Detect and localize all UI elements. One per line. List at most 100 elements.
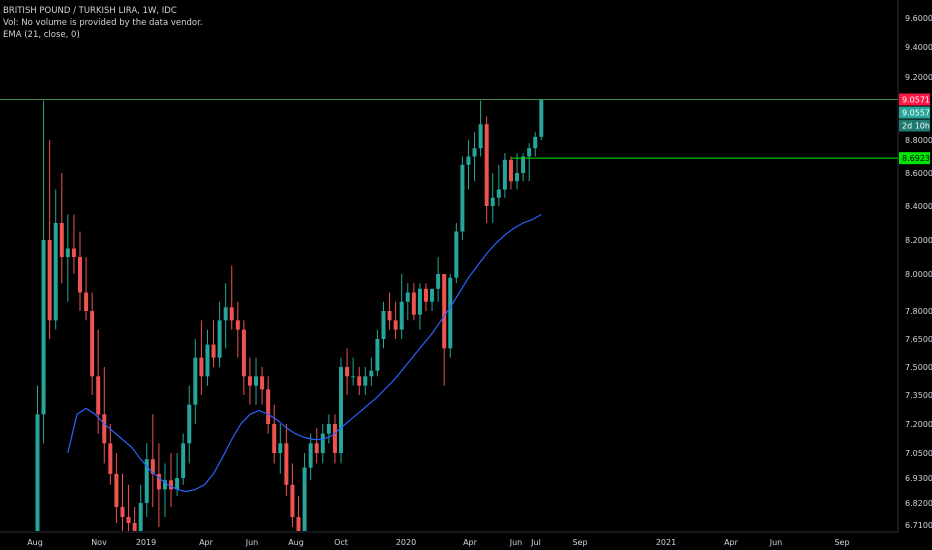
candle-body[interactable] — [508, 159, 513, 182]
candle-body[interactable] — [472, 148, 477, 157]
candle-body[interactable] — [102, 414, 107, 444]
candle-body[interactable] — [187, 404, 192, 444]
candle-body[interactable] — [363, 376, 368, 386]
candle-body[interactable] — [175, 478, 180, 490]
current-price-badge-bg — [899, 106, 930, 119]
candle-body[interactable] — [339, 367, 343, 453]
candle-body[interactable] — [387, 311, 392, 321]
candle-body[interactable] — [533, 136, 538, 149]
candle-body[interactable] — [478, 124, 483, 149]
candle-body[interactable] — [260, 376, 265, 390]
candle-body[interactable] — [375, 339, 380, 371]
candle-body[interactable] — [448, 277, 453, 349]
x-tick-label: Jun — [245, 538, 259, 547]
candle-body[interactable] — [138, 503, 143, 531]
candle-body[interactable] — [132, 523, 137, 531]
countdown-badge: 2d 10h — [902, 122, 930, 131]
candle-body[interactable] — [490, 197, 495, 206]
candle-body[interactable] — [241, 329, 246, 377]
candle-body[interactable] — [266, 389, 271, 424]
candle-body[interactable] — [181, 443, 186, 478]
candle-body[interactable] — [436, 274, 441, 289]
candle-body[interactable] — [162, 480, 167, 490]
candle-body[interactable] — [454, 231, 459, 278]
candle-body[interactable] — [65, 248, 70, 258]
candle-body[interactable] — [423, 288, 428, 302]
symbol-title[interactable]: BRITISH POUND / TURKISH LIRA, 1W, IDC — [3, 6, 177, 16]
x-tick-label: Aug — [27, 538, 43, 547]
candle-body[interactable] — [326, 424, 331, 434]
candle-body[interactable] — [515, 173, 520, 182]
candle-body[interactable] — [199, 357, 204, 377]
candle-body[interactable] — [521, 156, 526, 174]
candle-body[interactable] — [399, 301, 404, 330]
candle-body[interactable] — [332, 424, 337, 453]
candle-body[interactable] — [381, 311, 386, 339]
candle-body[interactable] — [284, 443, 289, 485]
candle-body[interactable] — [169, 480, 174, 490]
candle-body[interactable] — [156, 473, 161, 490]
candle-body[interactable] — [120, 507, 125, 517]
candle-body[interactable] — [308, 443, 313, 468]
chart-legend: BRITISH POUND / TURKISH LIRA, 1W, IDC Vo… — [3, 5, 203, 41]
candle-body[interactable] — [393, 320, 398, 330]
candle-body[interactable] — [460, 164, 465, 232]
candle-body[interactable] — [96, 376, 101, 415]
candle-body[interactable] — [71, 248, 76, 258]
candle-body[interactable] — [59, 223, 64, 257]
candle-body[interactable] — [247, 376, 252, 386]
candle-body[interactable] — [496, 189, 501, 198]
candle-body[interactable] — [527, 148, 532, 157]
y-tick-label: 9.4000 — [905, 43, 932, 52]
candle-body[interactable] — [47, 240, 52, 321]
candle-body[interactable] — [290, 484, 295, 517]
candle-body[interactable] — [77, 257, 82, 293]
candle-body[interactable] — [193, 357, 198, 405]
candle-body[interactable] — [466, 156, 471, 165]
candle-body[interactable] — [430, 288, 435, 302]
candle-body[interactable] — [235, 320, 240, 330]
y-tick-label: 8.4000 — [905, 202, 932, 211]
candle-body[interactable] — [296, 517, 301, 531]
candle-body[interactable] — [41, 240, 46, 415]
candle-body[interactable] — [223, 307, 228, 321]
candle-body[interactable] — [90, 311, 95, 377]
candle-body[interactable] — [320, 433, 325, 453]
candle-body[interactable] — [205, 344, 210, 377]
x-tick-label: Apr — [463, 538, 478, 547]
candle-body[interactable] — [150, 459, 155, 474]
candle-body[interactable] — [484, 124, 489, 206]
candle-body[interactable] — [126, 517, 131, 523]
candle-body[interactable] — [211, 344, 216, 358]
candle-body[interactable] — [369, 370, 374, 377]
candle-body[interactable] — [108, 443, 113, 474]
candle-body[interactable] — [278, 443, 283, 453]
x-tick-label: 2019 — [136, 538, 156, 547]
candle-body[interactable] — [502, 159, 507, 190]
candle-body[interactable] — [345, 367, 350, 377]
candle-body[interactable] — [417, 288, 422, 315]
candle-body[interactable] — [217, 320, 222, 358]
y-tick-label: 8.2000 — [905, 236, 932, 245]
candle-body[interactable] — [411, 292, 416, 315]
candle-body[interactable] — [114, 473, 119, 507]
ema-indicator-label[interactable]: EMA (21, close, 0) — [3, 30, 80, 40]
candle-body[interactable] — [84, 292, 89, 312]
candle-body[interactable] — [302, 467, 307, 531]
candle-body[interactable] — [53, 223, 58, 321]
candle-body[interactable] — [35, 414, 40, 531]
candle-body[interactable] — [229, 307, 234, 321]
candle-body[interactable] — [405, 292, 410, 302]
candle-body[interactable] — [254, 376, 259, 386]
candle-body[interactable] — [351, 376, 356, 378]
candle-body[interactable] — [272, 424, 277, 453]
candle-body[interactable] — [539, 99, 544, 137]
candle-body[interactable] — [357, 376, 362, 386]
candle-body[interactable] — [314, 443, 319, 453]
y-tick-label: 7.3500 — [905, 391, 932, 400]
y-tick-label: 8.0000 — [905, 270, 932, 279]
y-tick-label: 9.6000 — [905, 14, 932, 23]
candle-body[interactable] — [442, 274, 447, 349]
candle-body[interactable] — [144, 459, 149, 503]
